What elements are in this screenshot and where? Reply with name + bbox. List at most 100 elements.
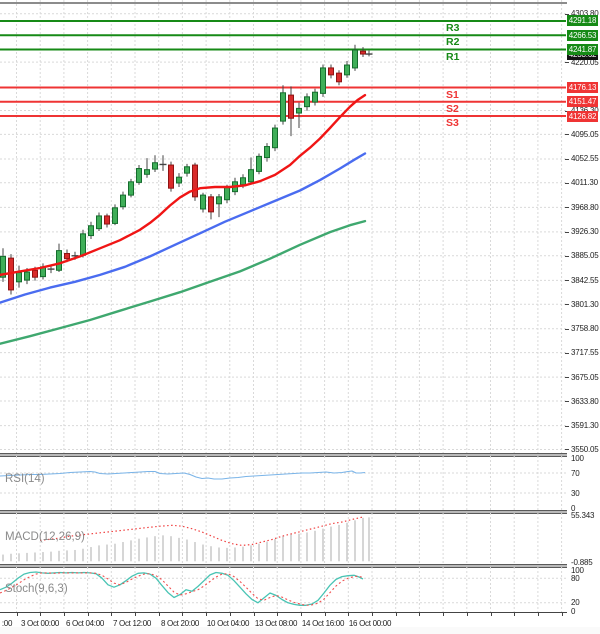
separator-main-rsi <box>0 453 567 457</box>
price-tick-dash <box>565 134 569 136</box>
time-axis-line <box>0 612 567 613</box>
time-label: 14 Oct 16:00 <box>301 619 345 628</box>
stoch-k <box>0 571 364 606</box>
time-label: 7 Oct 12:00 <box>112 619 152 628</box>
gridlines <box>16 456 563 510</box>
price-gridlines <box>0 13 566 450</box>
price-tick-label: 4220.05 <box>571 57 599 67</box>
level-label-R3: R3 <box>446 21 460 34</box>
macd-panel <box>2 513 563 565</box>
price-tick-label: 3842.55 <box>571 275 599 285</box>
macd-label: MACD(12,26,9) <box>5 531 85 543</box>
time-tick <box>40 613 42 616</box>
level-label-R2: R2 <box>446 36 460 49</box>
price-tick-label: 3550.05 <box>571 444 599 454</box>
time-tick <box>300 613 302 616</box>
price-tick-dash <box>565 425 569 427</box>
time-tick <box>395 613 397 616</box>
time-tick <box>63 613 65 616</box>
time-label: 13 Oct 08:00 <box>254 619 298 628</box>
separator-rsi-macd <box>0 510 567 514</box>
rsi-scale-30: 30 <box>571 488 580 498</box>
time-label: :00 <box>1 619 13 628</box>
level-badge-S3: 4126.82 <box>567 110 598 122</box>
price-tick-dash <box>565 328 569 330</box>
level-label-S1: S1 <box>446 88 459 101</box>
macd-scale-55.343: 55.343 <box>571 510 595 520</box>
time-tick <box>537 613 539 616</box>
price-tick-dash <box>565 280 569 282</box>
level-badge-R3: 4291.18 <box>567 15 598 27</box>
time-tick <box>135 613 136 616</box>
price-tick-label: 3758.80 <box>571 324 599 334</box>
stoch-scale-0: 0 <box>571 606 576 616</box>
price-tick-label: 4011.30 <box>571 178 598 188</box>
level-label-S2: S2 <box>446 102 459 115</box>
price-tick-label: 3968.80 <box>571 202 599 212</box>
price-tick-label: 4052.55 <box>571 154 599 164</box>
chart-top-border <box>0 2 567 4</box>
time-tick <box>158 613 160 616</box>
level-badge-R1: 4241.87 <box>567 44 598 55</box>
time-label: 10 Oct 04:00 <box>206 619 250 628</box>
level-badge-S1: 4176.13 <box>567 82 598 93</box>
rsi-panel <box>0 456 566 510</box>
price-tick-dash <box>565 13 569 15</box>
footer-band <box>0 627 600 634</box>
level-badge-S2: 4151.47 <box>567 96 598 108</box>
main-price-chart <box>0 0 566 453</box>
stoch-label: Stoch(9,6,3) <box>5 583 68 595</box>
time-tick <box>277 613 279 616</box>
stoch-panel <box>0 567 566 612</box>
level-badge-R2: 4266.53 <box>567 29 598 41</box>
time-tick <box>253 613 255 616</box>
ma-mid <box>0 152 367 304</box>
price-tick-label: 3801.30 <box>571 299 599 309</box>
price-tick-dash <box>565 401 569 403</box>
price-tick-dash <box>565 255 569 257</box>
level-label-R1: R1 <box>446 50 460 63</box>
price-tick-label: 4303.80 <box>571 9 599 19</box>
time-tick <box>324 613 326 616</box>
time-tick <box>206 613 208 616</box>
level-label-S3: S3 <box>446 117 459 129</box>
time-label: 8 Oct 20:00 <box>160 619 200 628</box>
rsi-scale-70: 70 <box>571 468 580 478</box>
price-tick-dash <box>565 352 569 354</box>
price-tick-label: 3717.55 <box>571 348 599 358</box>
time-tick <box>16 613 18 616</box>
stoch-scale-20: 20 <box>571 598 580 608</box>
price-tick-label: 3633.80 <box>571 396 599 406</box>
price-tick-dash <box>565 182 569 184</box>
gridlines <box>16 567 563 612</box>
price-tick-label: 3926.30 <box>571 227 599 237</box>
ma-slow <box>0 219 367 345</box>
time-tick <box>87 613 89 616</box>
price-tick-dash <box>565 231 569 233</box>
rsi-line <box>0 470 366 480</box>
time-tick <box>182 613 184 616</box>
price-tick-label: 3885.05 <box>571 251 599 261</box>
price-tick-dash <box>565 62 569 64</box>
time-tick <box>229 613 231 616</box>
time-label: 3 Oct 00:00 <box>20 619 60 628</box>
price-tick-dash <box>565 377 569 379</box>
time-label: 6 Oct 04:00 <box>65 619 105 628</box>
ma-fast <box>0 93 367 277</box>
time-tick <box>419 613 421 616</box>
time-tick <box>443 613 445 616</box>
price-tick-dash <box>565 449 569 451</box>
time-tick <box>490 613 492 616</box>
time-tick <box>561 613 563 616</box>
stoch-scale-80: 80 <box>571 573 580 583</box>
price-tick-label: 3591.30 <box>571 421 599 431</box>
rsi-scale-0: 0 <box>571 503 576 513</box>
rsi-scale-100: 100 <box>571 453 584 463</box>
price-tick-label: 4095.05 <box>571 129 599 139</box>
price-tick-dash <box>565 304 569 306</box>
price-tick-dash <box>565 158 569 160</box>
separator-macd-stoch <box>0 564 567 568</box>
rsi-label: RSI(14) <box>5 473 45 485</box>
macd-scale--0.885: -0.885 <box>571 557 593 567</box>
